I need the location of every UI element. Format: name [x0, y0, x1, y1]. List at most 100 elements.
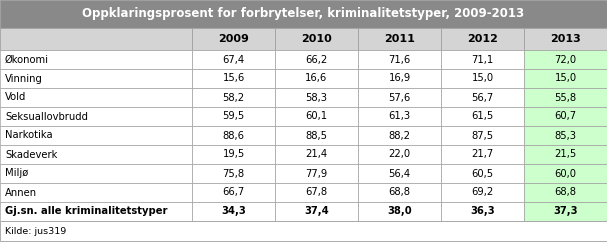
Text: 68,8: 68,8	[388, 187, 410, 197]
Text: 60,5: 60,5	[472, 169, 493, 179]
Text: 56,4: 56,4	[388, 169, 410, 179]
Text: 75,8: 75,8	[222, 169, 245, 179]
Text: Oppklaringsprosent for forbrytelser, kriminalitetstyper, 2009-2013: Oppklaringsprosent for forbrytelser, kri…	[83, 8, 524, 20]
Text: 2012: 2012	[467, 34, 498, 44]
Text: 88,6: 88,6	[223, 131, 245, 141]
Bar	[441, 164, 524, 183]
Bar	[358, 164, 441, 183]
Text: Gj.sn. alle kriminalitetstyper: Gj.sn. alle kriminalitetstyper	[5, 206, 168, 216]
Bar	[192, 28, 275, 50]
Bar	[441, 88, 524, 107]
Bar	[192, 88, 275, 107]
Text: 60,7: 60,7	[554, 112, 577, 122]
Text: 15,0: 15,0	[472, 73, 493, 83]
Text: 77,9: 77,9	[305, 169, 328, 179]
Text: 55,8: 55,8	[554, 92, 577, 102]
Text: Vold: Vold	[5, 92, 26, 102]
Text: 15,6: 15,6	[222, 73, 245, 83]
Bar	[524, 145, 607, 164]
Bar	[192, 126, 275, 145]
Text: 2013: 2013	[550, 34, 581, 44]
Bar	[0, 69, 192, 88]
Text: Annen: Annen	[5, 187, 37, 197]
Bar	[275, 50, 358, 69]
Text: 38,0: 38,0	[387, 206, 412, 216]
Bar	[358, 50, 441, 69]
Bar	[524, 183, 607, 202]
Bar	[275, 126, 358, 145]
Bar	[524, 28, 607, 50]
Bar	[192, 69, 275, 88]
Text: 36,3: 36,3	[470, 206, 495, 216]
Bar	[0, 50, 192, 69]
Bar	[0, 202, 192, 221]
Bar	[358, 69, 441, 88]
Bar	[441, 50, 524, 69]
Bar	[275, 28, 358, 50]
Bar	[358, 145, 441, 164]
Bar	[0, 28, 192, 50]
Bar	[358, 126, 441, 145]
Bar	[441, 28, 524, 50]
Text: 2011: 2011	[384, 34, 415, 44]
Text: 67,4: 67,4	[222, 54, 245, 64]
Bar	[0, 145, 192, 164]
Text: 71,1: 71,1	[472, 54, 493, 64]
Bar	[192, 145, 275, 164]
Bar	[358, 88, 441, 107]
Text: 68,8: 68,8	[555, 187, 577, 197]
Text: 58,2: 58,2	[222, 92, 245, 102]
Text: 60,0: 60,0	[555, 169, 577, 179]
Text: Økonomi: Økonomi	[5, 54, 49, 64]
Bar	[441, 107, 524, 126]
Text: 71,6: 71,6	[388, 54, 410, 64]
Text: 56,7: 56,7	[472, 92, 493, 102]
Bar	[275, 145, 358, 164]
Text: 58,3: 58,3	[305, 92, 328, 102]
Text: 21,7: 21,7	[472, 150, 493, 160]
Bar	[441, 126, 524, 145]
Bar	[275, 202, 358, 221]
Text: 66,2: 66,2	[305, 54, 328, 64]
Text: 88,5: 88,5	[305, 131, 328, 141]
Text: 61,3: 61,3	[388, 112, 410, 122]
Bar	[524, 126, 607, 145]
Text: 21,5: 21,5	[554, 150, 577, 160]
Bar	[0, 0, 607, 28]
Text: 57,6: 57,6	[388, 92, 410, 102]
Bar	[441, 145, 524, 164]
Text: 22,0: 22,0	[388, 150, 410, 160]
Text: Vinning: Vinning	[5, 73, 43, 83]
Bar	[0, 164, 192, 183]
Text: 67,8: 67,8	[305, 187, 328, 197]
Text: Narkotika: Narkotika	[5, 131, 53, 141]
Bar	[524, 88, 607, 107]
Bar	[275, 69, 358, 88]
Bar	[441, 202, 524, 221]
Text: 59,5: 59,5	[222, 112, 245, 122]
Text: 37,4: 37,4	[304, 206, 329, 216]
Text: 69,2: 69,2	[472, 187, 493, 197]
Text: 2009: 2009	[218, 34, 249, 44]
Bar	[441, 183, 524, 202]
Text: 16,9: 16,9	[388, 73, 410, 83]
Bar	[524, 69, 607, 88]
Text: 15,0: 15,0	[554, 73, 577, 83]
Text: 21,4: 21,4	[305, 150, 328, 160]
Bar	[0, 107, 192, 126]
Text: 88,2: 88,2	[388, 131, 410, 141]
Bar	[524, 164, 607, 183]
Bar	[358, 28, 441, 50]
Bar	[275, 164, 358, 183]
Text: 60,1: 60,1	[305, 112, 328, 122]
Bar	[0, 183, 192, 202]
Bar	[0, 126, 192, 145]
Bar	[0, 221, 607, 241]
Bar	[524, 202, 607, 221]
Text: 34,3: 34,3	[221, 206, 246, 216]
Text: 16,6: 16,6	[305, 73, 328, 83]
Bar	[358, 183, 441, 202]
Text: 61,5: 61,5	[472, 112, 493, 122]
Bar	[524, 50, 607, 69]
Bar	[0, 88, 192, 107]
